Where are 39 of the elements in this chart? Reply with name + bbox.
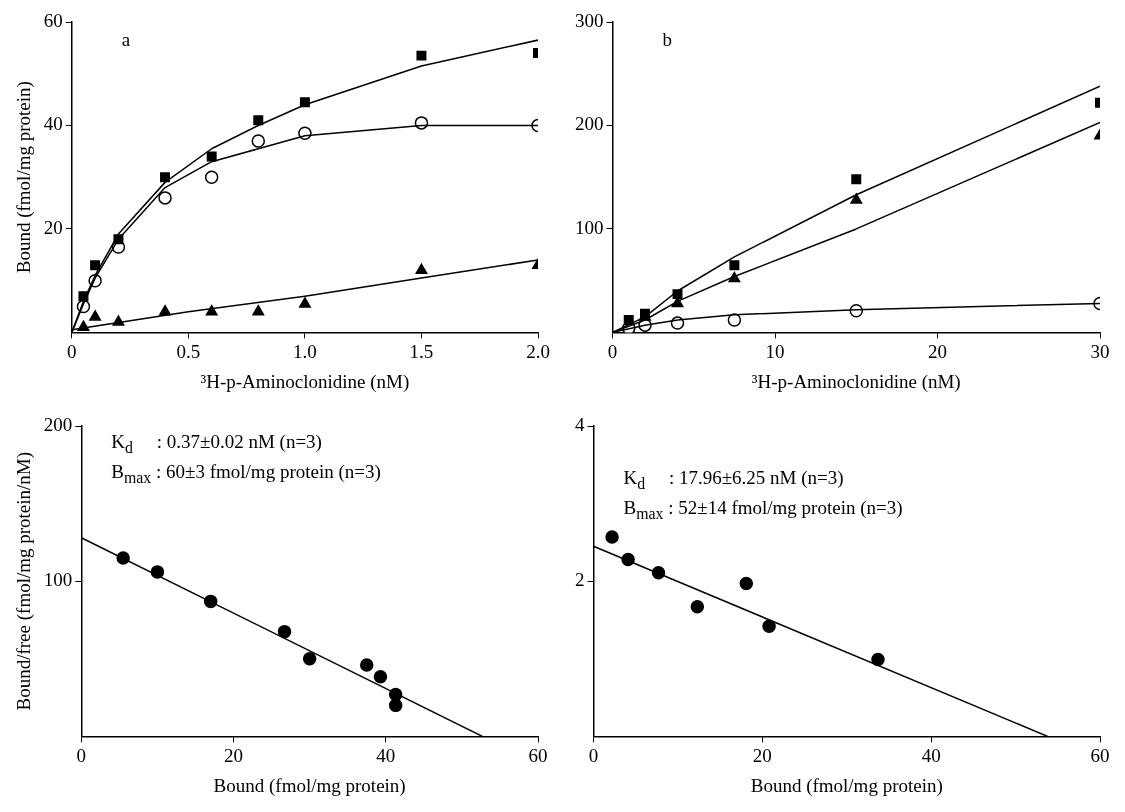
annotation: B$_{max}$ : 52±14 fmol/mg protein (n=3) bbox=[623, 496, 903, 522]
y-axis-title: Bound (fmol/mg protein) bbox=[13, 81, 36, 274]
x-tick-label: 0 bbox=[607, 340, 618, 362]
x-tick-label: 60 bbox=[528, 744, 548, 766]
x-tick-label: 0 bbox=[67, 340, 77, 362]
y-tick-label: 300 bbox=[575, 9, 604, 31]
y-tick-label: 20 bbox=[43, 216, 63, 238]
text: K$_{d}$ : 17.96±6.25 nM (n=3) bbox=[623, 467, 844, 492]
x-tick-label: 0 bbox=[588, 744, 599, 766]
x-tick-label: 20 bbox=[752, 744, 772, 766]
x-tick-label: 40 bbox=[921, 744, 941, 766]
y-tick-label: 40 bbox=[43, 113, 63, 135]
x-tick-label: 30 bbox=[1090, 340, 1110, 362]
y-tick-label: 100 bbox=[575, 216, 604, 238]
y-tick-label: 4 bbox=[575, 413, 585, 435]
annotation: b bbox=[662, 28, 672, 52]
y-tick-label: 100 bbox=[43, 569, 73, 591]
annotation: B$_{max}$ : 60±3 fmol/mg protein (n=3) bbox=[111, 460, 381, 486]
x-axis-title: Bound (fmol/mg protein) bbox=[750, 774, 943, 797]
annotation: a bbox=[121, 28, 131, 52]
x-tick-label: 40 bbox=[376, 744, 396, 766]
x-tick-label: 60 bbox=[1090, 744, 1110, 766]
y-tick-label: 200 bbox=[43, 413, 73, 435]
x-tick-label: 1.0 bbox=[293, 340, 317, 362]
y-axis-title: Bound/free (fmol/mg protein/nM) bbox=[13, 451, 36, 711]
y-tick-label: 2 bbox=[575, 569, 585, 591]
x-tick-label: 1.5 bbox=[409, 340, 434, 362]
x-axis-title: ³H-p-Aminoclonidine (nM) bbox=[751, 370, 961, 393]
text: K$_{d}$ : 0.37±0.02 nM (n=3) bbox=[111, 431, 322, 456]
x-axis-title: ³H-p-Aminoclonidine (nM) bbox=[200, 370, 410, 393]
x-tick-label: 20 bbox=[928, 340, 947, 362]
x-tick-label: 0.5 bbox=[176, 340, 201, 362]
x-tick-label: 20 bbox=[224, 744, 244, 766]
y-tick-label: 60 bbox=[43, 9, 63, 31]
x-tick-label: 0 bbox=[76, 744, 87, 766]
y-tick-label: 200 bbox=[575, 113, 604, 135]
x-tick-label: 10 bbox=[765, 340, 785, 362]
x-tick-label: 2.0 bbox=[526, 340, 550, 362]
x-axis-title: Bound (fmol/mg protein) bbox=[213, 774, 406, 797]
